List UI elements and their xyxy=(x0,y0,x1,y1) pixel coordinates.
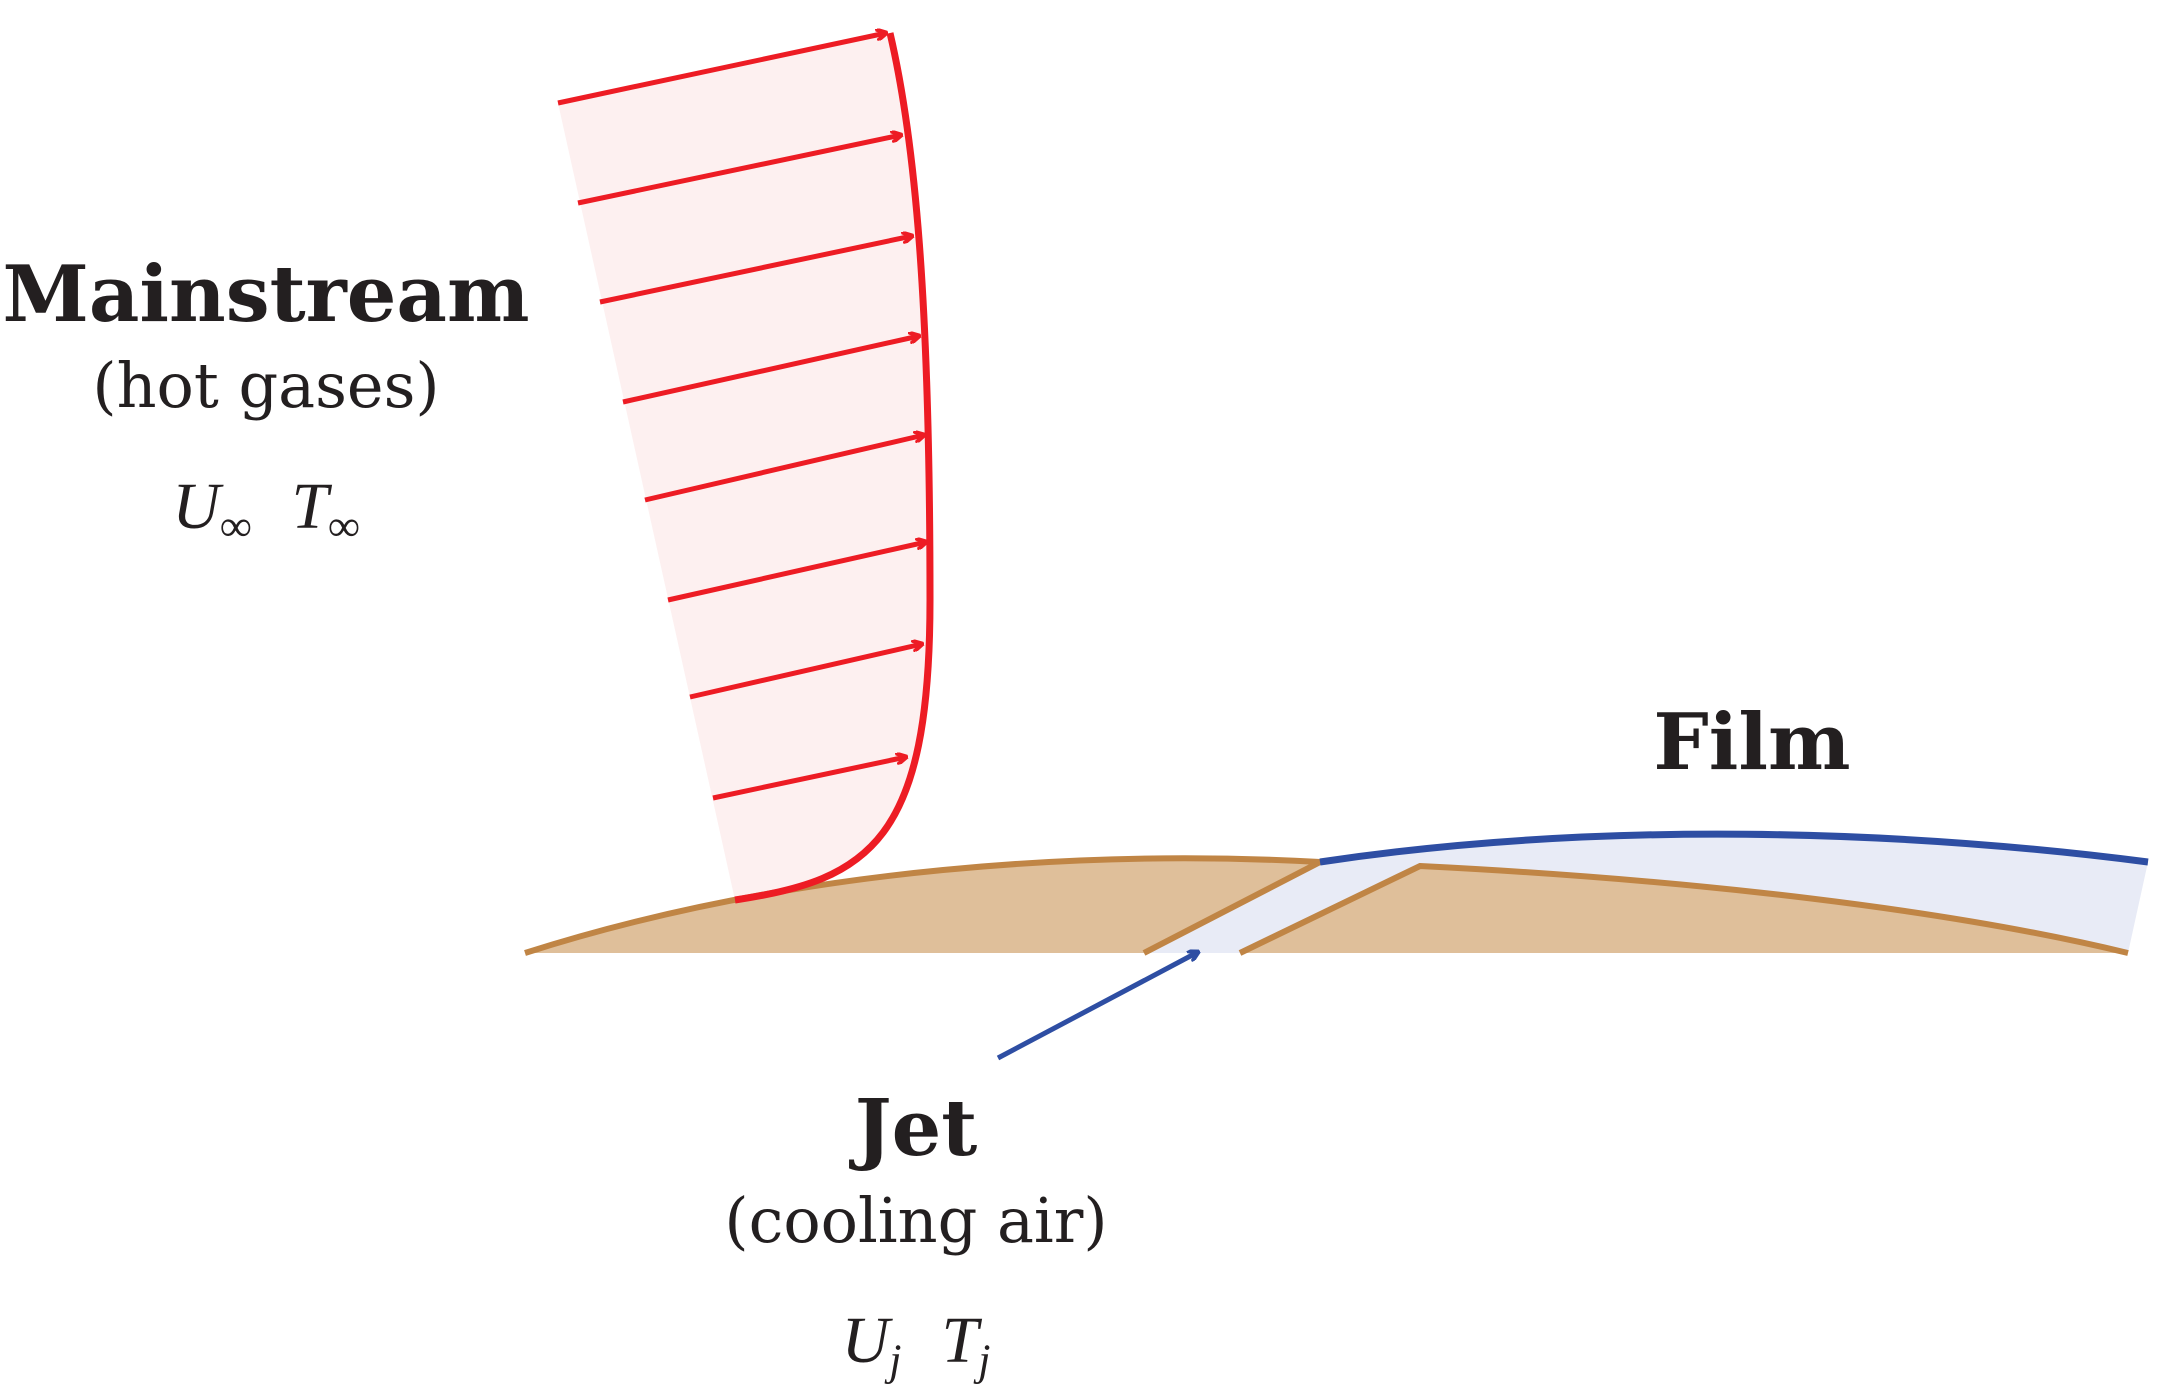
wall-surface-right xyxy=(1240,866,2128,953)
jet-title: Jet xyxy=(854,1083,978,1174)
velocity-arrow xyxy=(667,542,926,603)
velocity-arrow xyxy=(644,435,924,503)
film-title: Film xyxy=(1653,697,1851,788)
jet-velocity-symbol: U xyxy=(841,1304,890,1377)
wall-outline-left xyxy=(524,855,1332,956)
mainstream-velocity-arrows xyxy=(557,33,926,801)
film-boundary-line xyxy=(1319,830,2149,866)
mainstream-title: Mainstream xyxy=(2,249,530,340)
jet-film-fill xyxy=(1144,834,2148,953)
mainstream-velocity-subscript: ∞ xyxy=(220,501,252,551)
velocity-arrow xyxy=(577,135,901,206)
jet-velocity-subscript: j xyxy=(889,1335,902,1385)
jet-temperature-symbol: T xyxy=(941,1304,979,1377)
velocity-arrow xyxy=(557,33,886,106)
jet-subtitle: (cooling air) xyxy=(724,1184,1108,1257)
jet-symbols: Uj Tj xyxy=(842,1308,991,1382)
velocity-arrow xyxy=(689,644,922,700)
wall-outline-right xyxy=(1238,862,2129,956)
mainstream-profile-fill xyxy=(558,33,930,900)
jet-temperature-subscript: j xyxy=(978,1335,991,1385)
velocity-arrow xyxy=(712,757,906,801)
mainstream-subtitle: (hot gases) xyxy=(92,349,440,422)
mainstream-velocity-symbol: U xyxy=(172,470,221,543)
mainstream-profile-curve xyxy=(734,32,934,904)
mainstream-temperature-subscript: ∞ xyxy=(328,501,360,551)
jet-pointer-arrow xyxy=(996,952,1198,1061)
velocity-arrow xyxy=(622,336,919,405)
mainstream-symbols: U∞ T∞ xyxy=(172,474,359,548)
mainstream-temperature-symbol: T xyxy=(291,470,329,543)
wall-surface xyxy=(525,858,1320,953)
velocity-arrow xyxy=(599,236,912,305)
